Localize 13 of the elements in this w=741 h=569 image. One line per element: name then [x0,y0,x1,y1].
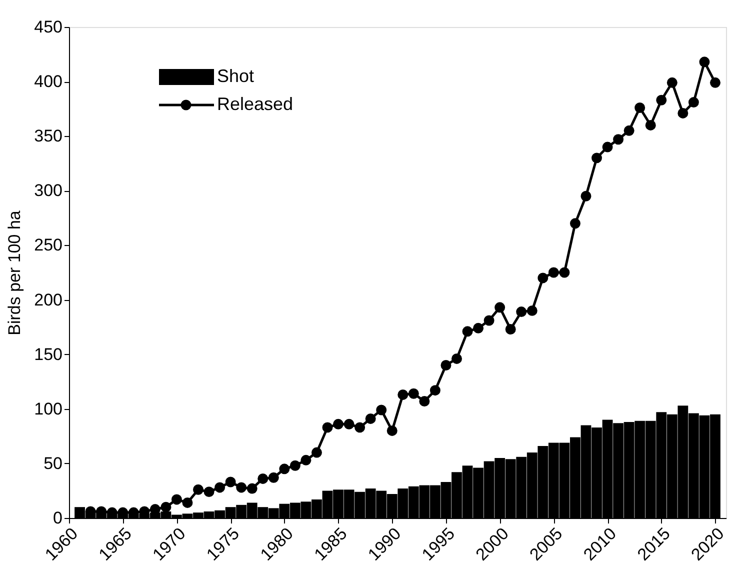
y-tick-label: 300 [34,181,62,200]
y-tick-label: 150 [34,344,62,364]
legend-label: Released [217,94,294,114]
y-tick-label: 200 [34,290,62,310]
y-tick-label: 50 [44,454,62,473]
y-tick-label: 250 [34,236,62,255]
y-tick-label: 100 [34,399,62,418]
y-tick-label: 350 [34,126,62,146]
y-axis-title: Birds per 100 ha [5,210,24,336]
y-tick-label: 450 [34,18,62,36]
y-tick-label: 400 [34,72,62,92]
legend-label: Shot [217,66,254,86]
y-tick-label: 0 [53,508,62,528]
